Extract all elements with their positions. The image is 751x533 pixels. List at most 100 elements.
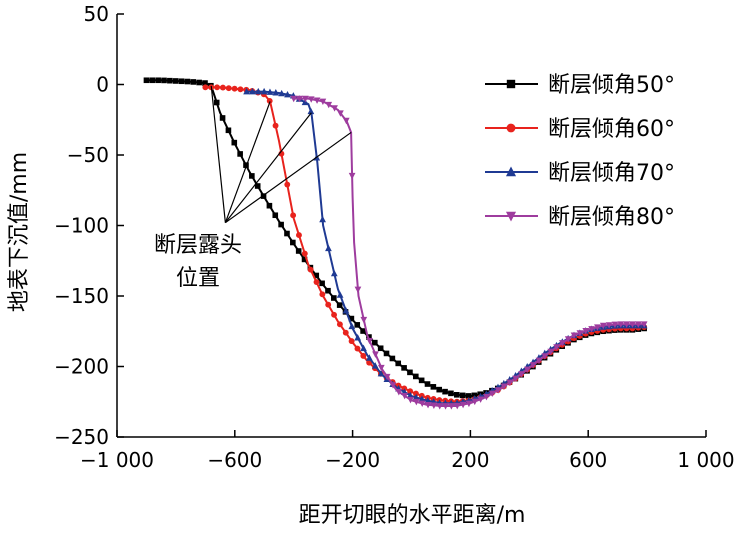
- data-point: [611, 321, 619, 329]
- data-point: [330, 269, 338, 277]
- annotation-label-line2: 位置: [176, 266, 220, 291]
- data-point: [172, 78, 179, 84]
- legend: 断层倾角50° 断层倾角60° 断层倾角70° 断层倾角80°: [485, 73, 675, 230]
- data-point: [167, 77, 173, 84]
- data-point: [325, 301, 332, 308]
- data-point: [605, 322, 613, 329]
- data-point: [307, 107, 315, 115]
- data-point: [488, 390, 496, 398]
- data-point: [313, 272, 320, 279]
- x-tick-label: 200: [451, 448, 489, 472]
- data-point: [231, 139, 238, 146]
- data-point: [254, 183, 261, 189]
- data-point: [178, 78, 185, 85]
- data-point: [640, 321, 648, 328]
- legend-label: 断层倾角50°: [548, 73, 675, 98]
- data-point: [295, 248, 302, 254]
- data-point: [535, 357, 543, 365]
- data-point: [307, 96, 315, 103]
- data-point: [494, 387, 502, 394]
- data-point: [383, 373, 391, 381]
- data-point: [337, 110, 344, 117]
- data-point: [401, 365, 407, 371]
- data-point: [249, 173, 255, 179]
- data-point: [331, 295, 337, 301]
- data-point: [512, 375, 520, 383]
- data-point: [372, 351, 379, 358]
- data-point: [506, 379, 514, 387]
- data-point: [430, 384, 437, 390]
- data-point: [225, 127, 232, 134]
- data-point: [634, 321, 642, 328]
- annotation-leader: [224, 112, 312, 224]
- data-point: [372, 339, 378, 346]
- data-point: [518, 371, 525, 378]
- data-point: [354, 286, 362, 294]
- data-point: [430, 402, 438, 409]
- data-point: [243, 87, 250, 95]
- data-point: [553, 344, 560, 351]
- data-point: [325, 287, 331, 294]
- data-point: [313, 279, 320, 285]
- axes: 50 0 −50 −100 −150 −200 −250−1 000 −600 −200 200 6…: [54, 2, 735, 472]
- data-point: [570, 332, 578, 339]
- annotation-label-line1: 断层露头: [154, 233, 242, 258]
- data-point: [483, 393, 490, 401]
- data-point: [284, 90, 291, 98]
- data-point: [377, 364, 385, 372]
- data-point: [319, 98, 327, 106]
- series-layer: [143, 77, 648, 410]
- data-point: [278, 221, 284, 228]
- data-point: [412, 398, 420, 406]
- data-point: [412, 393, 420, 401]
- x-tick-label: 600: [569, 448, 607, 472]
- data-point: [266, 202, 273, 209]
- data-point: [301, 256, 308, 263]
- y-tick-label: −150: [54, 284, 109, 308]
- data-point: [202, 84, 209, 91]
- data-point: [313, 97, 321, 104]
- data-point: [459, 392, 466, 399]
- data-point: [348, 322, 356, 330]
- data-point: [336, 291, 344, 298]
- data-point: [407, 396, 414, 404]
- data-point: [366, 354, 373, 361]
- data-point: [319, 215, 326, 223]
- data-point: [219, 115, 226, 121]
- data-point: [190, 79, 197, 85]
- y-tick-label: −200: [54, 355, 109, 379]
- data-point: [360, 344, 367, 352]
- data-point: [260, 193, 267, 199]
- data-point: [371, 362, 379, 369]
- data-point: [354, 322, 361, 328]
- data-point: [424, 401, 432, 409]
- data-point: [436, 403, 444, 410]
- data-point: [254, 87, 262, 95]
- data-point: [424, 381, 431, 387]
- annotation-leader: [225, 131, 352, 224]
- data-point: [389, 355, 396, 362]
- data-point: [465, 393, 472, 399]
- data-point: [541, 353, 549, 360]
- data-point: [436, 386, 443, 393]
- data-point: [307, 266, 314, 273]
- data-point: [576, 330, 584, 337]
- data-point: [471, 398, 479, 406]
- data-point: [366, 337, 373, 345]
- x-tick-label: 1 000: [677, 448, 734, 472]
- data-point: [348, 172, 356, 180]
- data-point: [506, 123, 516, 133]
- data-point: [272, 122, 279, 129]
- legend-label: 断层倾角70°: [548, 161, 675, 186]
- data-point: [406, 391, 414, 399]
- data-point: [184, 78, 191, 85]
- data-point: [360, 316, 368, 324]
- series-4: [290, 95, 648, 410]
- data-point: [278, 89, 286, 97]
- data-point: [143, 77, 150, 84]
- y-tick-label: 50: [84, 2, 109, 26]
- data-point: [202, 80, 208, 86]
- data-point: [418, 395, 426, 402]
- x-axis-title: 距开切眼的水平距离/m: [299, 503, 526, 528]
